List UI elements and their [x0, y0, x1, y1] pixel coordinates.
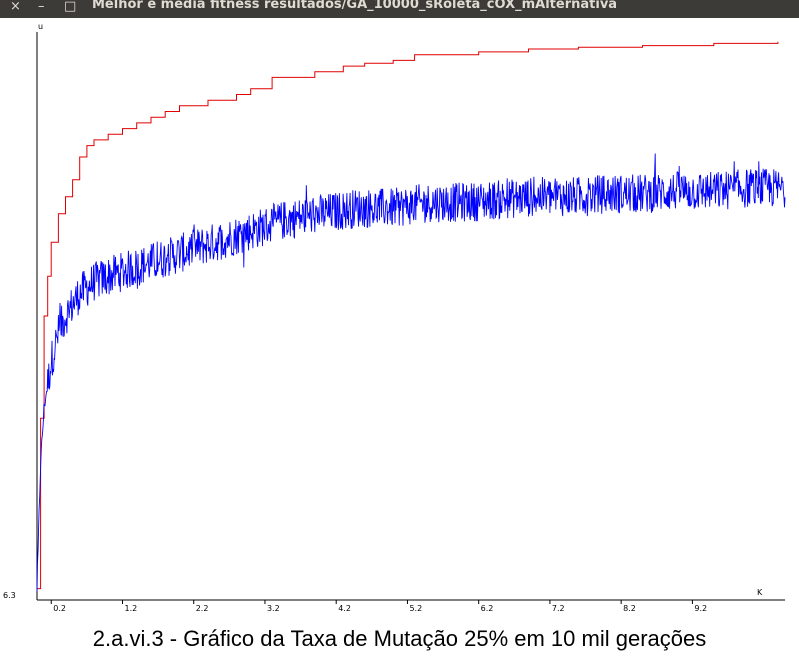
- fitness-chart: u K 6.3 0.2 1.2 2.2 3.2 4.2 5.2 6.2 7.2 8.2 9.2: [3, 22, 786, 613]
- window-titlebar: × – □ Melhor e media fitness resultados/…: [0, 0, 799, 18]
- y-min-label: 6.3: [3, 591, 16, 600]
- x-tick-label: 9.2: [694, 604, 707, 613]
- x-axis-label: K: [757, 588, 763, 597]
- maximize-icon[interactable]: □: [64, 0, 77, 14]
- x-tick-label: 4.2: [338, 604, 351, 613]
- y-axis-label: u: [38, 22, 43, 31]
- x-tick-label: 5.2: [409, 604, 422, 613]
- plot-area: u K 6.3 0.2 1.2 2.2 3.2 4.2 5.2 6.2 7.2 8.2 9.2: [0, 18, 799, 615]
- best-fitness-line: [37, 41, 779, 590]
- x-tick-label: 1.2: [124, 604, 137, 613]
- x-tick-label: 2.2: [196, 604, 209, 613]
- window-title: Melhor e media fitness resultados/GA_100…: [92, 0, 618, 12]
- x-tick-label: 3.2: [267, 604, 280, 613]
- axes: u K 6.3: [3, 22, 785, 601]
- series-layer: [36, 41, 786, 592]
- x-tick-label: 8.2: [623, 604, 636, 613]
- x-ticks: 0.2 1.2 2.2 3.2 4.2 5.2 6.2 7.2 8.2 9.2: [50, 600, 707, 613]
- x-tick-label: 0.2: [53, 604, 66, 613]
- x-tick-label: 6.2: [481, 604, 494, 613]
- mean-fitness-line: [36, 153, 786, 592]
- figure-caption: 2.a.vi.3 - Gráfico da Taxa de Mutação 25…: [92, 626, 707, 651]
- close-icon[interactable]: ×: [10, 0, 21, 14]
- x-tick-label: 7.2: [552, 604, 565, 613]
- minimize-icon[interactable]: –: [38, 0, 45, 14]
